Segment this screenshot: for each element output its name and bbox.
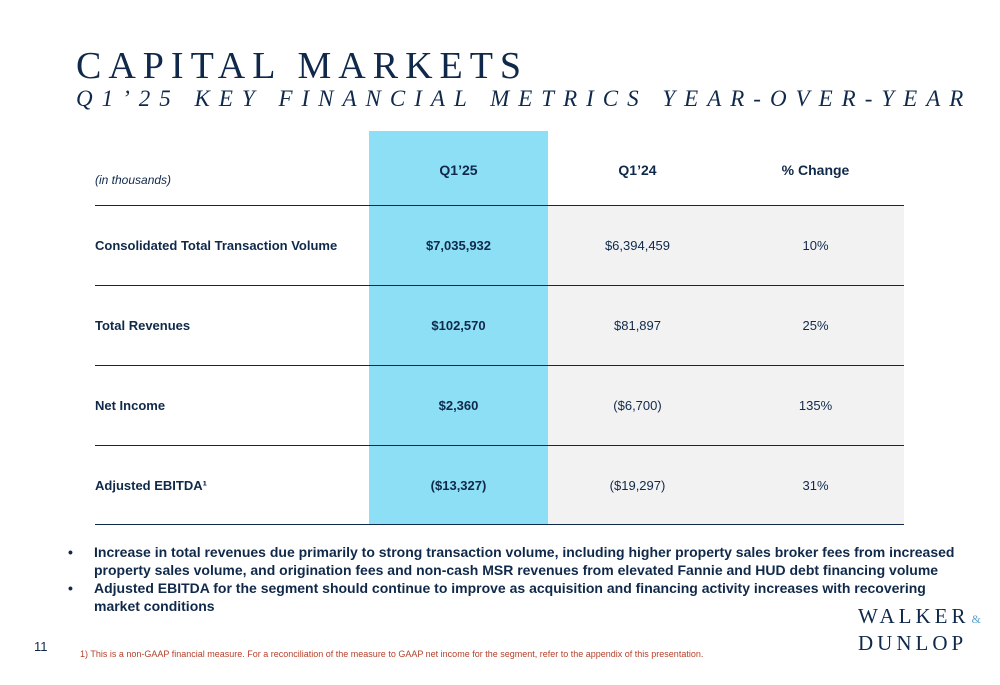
bullet-text: Increase in total revenues due primarily… [94, 544, 955, 578]
cell-q124: ($6,700) [613, 398, 662, 413]
header-change: % Change [781, 162, 850, 178]
cell-q124: ($19,297) [609, 478, 666, 493]
cell-q125: $2,360 [438, 398, 479, 413]
cell-change: 10% [802, 238, 829, 253]
logo-dunlop: DUNLOP [858, 631, 968, 655]
commentary-bullets: • Increase in total revenues due primari… [68, 543, 968, 615]
bullet-item: • Increase in total revenues due primari… [68, 543, 968, 579]
bullet-item: • Adjusted EBITDA for the segment should… [68, 579, 968, 615]
row-label-total-revenues: Total Revenues [95, 318, 191, 333]
cell-q125: ($13,327) [430, 478, 487, 493]
row-divider [95, 205, 904, 206]
cell-q125: $7,035,932 [425, 238, 492, 253]
row-label-transaction-volume: Consolidated Total Transaction Volume [95, 238, 338, 253]
cell-q125: $102,570 [431, 318, 486, 333]
page-title: CAPITAL MARKETS [76, 45, 529, 87]
walker-dunlop-logo: WALKER & DUNLOP [858, 604, 981, 655]
row-label-net-income: Net Income [95, 398, 166, 413]
cell-change: 25% [802, 318, 829, 333]
header-q124: Q1’24 [618, 162, 657, 178]
bullet-dot: • [68, 544, 73, 560]
bullet-text: Adjusted EBITDA for the segment should c… [94, 580, 926, 614]
unit-label: (in thousands) [95, 173, 172, 187]
cell-change: 31% [802, 478, 829, 493]
bullet-dot: • [68, 580, 73, 596]
cell-q124: $81,897 [614, 318, 661, 333]
header-q125: Q1’25 [439, 162, 478, 178]
row-divider [95, 285, 904, 286]
row-divider [95, 524, 904, 525]
row-divider [95, 365, 904, 366]
page-subtitle: Q1’25 KEY FINANCIAL METRICS YEAR-OVER-YE… [76, 86, 973, 111]
footnote: 1) This is a non-GAAP financial measure.… [80, 649, 704, 659]
metrics-table: (in thousands) Q1’25 Q1’24 % Change Cons… [95, 131, 904, 525]
row-label-adjusted-ebitda: Adjusted EBITDA¹ [95, 478, 207, 493]
row-divider [95, 445, 904, 446]
cell-q124: $6,394,459 [604, 238, 671, 253]
logo-ampersand: & [971, 612, 981, 626]
page-number: 11 [34, 639, 48, 654]
cell-change: 135% [798, 398, 833, 413]
logo-walker: WALKER [858, 604, 970, 628]
q125-column-highlight [369, 131, 548, 525]
